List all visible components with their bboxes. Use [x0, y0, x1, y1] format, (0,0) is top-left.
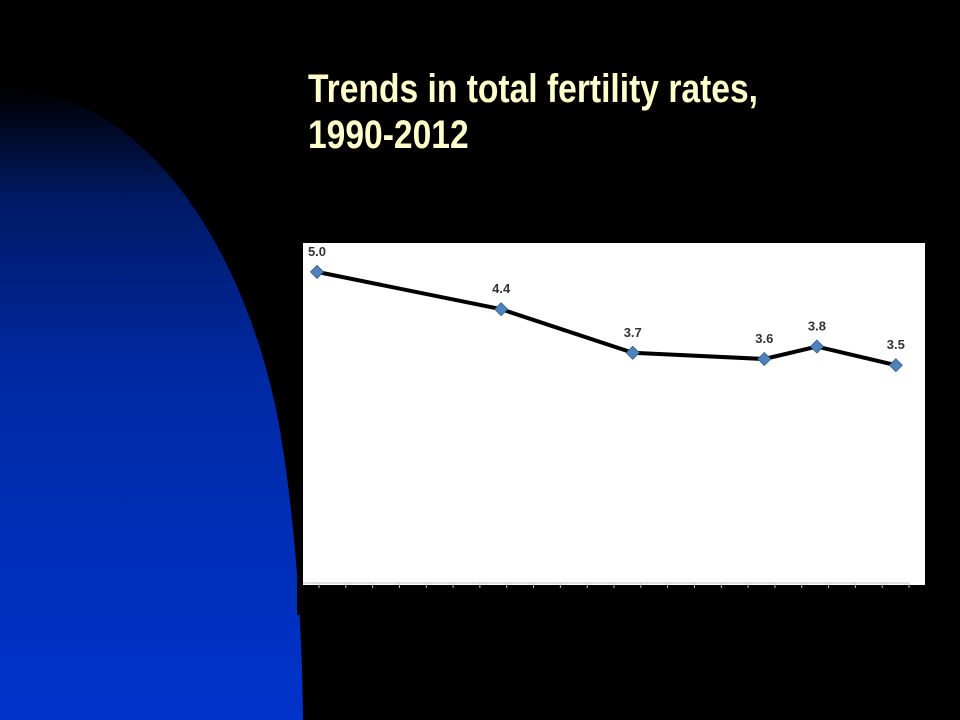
chart-svg: 5.0 4.4 3.7 3.6 3.8 3.5	[297, 243, 925, 615]
data-point-marker	[809, 339, 824, 354]
slide-title-line-2: 1990-2012	[308, 113, 469, 157]
data-label: 4.4	[492, 281, 511, 296]
data-point-marker	[888, 358, 903, 373]
data-point-marker	[757, 351, 772, 367]
data-point-marker	[494, 302, 509, 317]
fertility-chart: 5.0 4.4 3.7 3.6 3.8 3.5	[297, 243, 925, 615]
data-label: 3.6	[755, 331, 773, 346]
data-point-marker	[625, 345, 640, 360]
slide-title-line-1: Trends in total fertility rates,	[308, 67, 758, 111]
plot-area	[303, 243, 925, 585]
series-line	[316, 269, 897, 368]
slide-title: Trends in total fertility rates, 1990-20…	[308, 66, 829, 158]
data-label: 3.8	[808, 319, 826, 334]
data-point-marker	[309, 264, 325, 279]
data-label: 3.5	[887, 337, 905, 352]
data-label: 3.7	[624, 325, 642, 340]
data-label: 5.0	[308, 244, 326, 259]
